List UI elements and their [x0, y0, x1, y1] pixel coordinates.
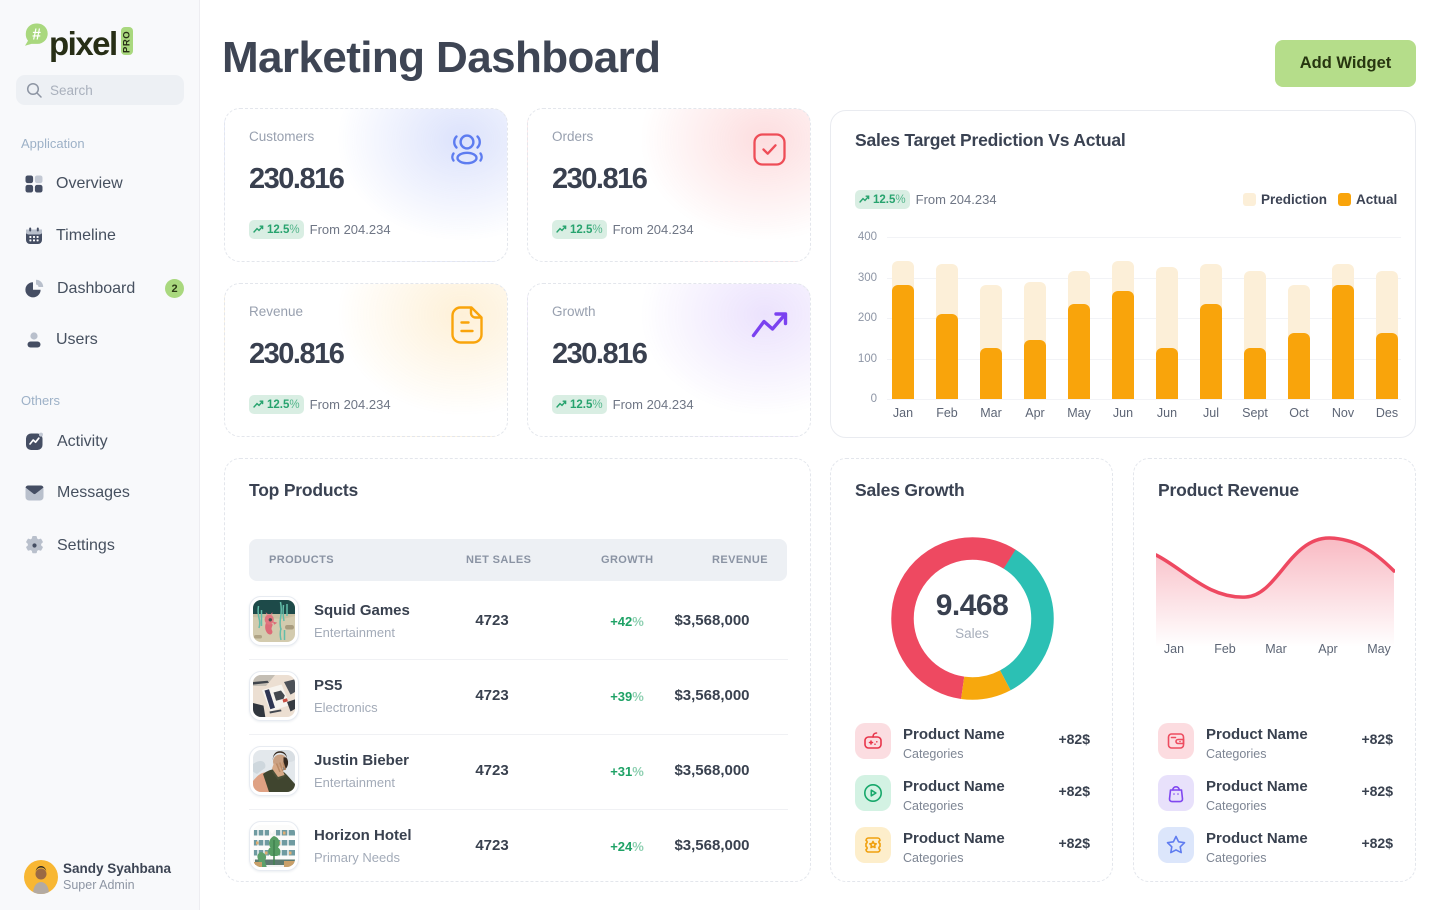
- svg-text:PRO: PRO: [122, 31, 133, 53]
- svg-text:pixel: pixel: [49, 25, 117, 62]
- svg-text:#: #: [32, 27, 41, 44]
